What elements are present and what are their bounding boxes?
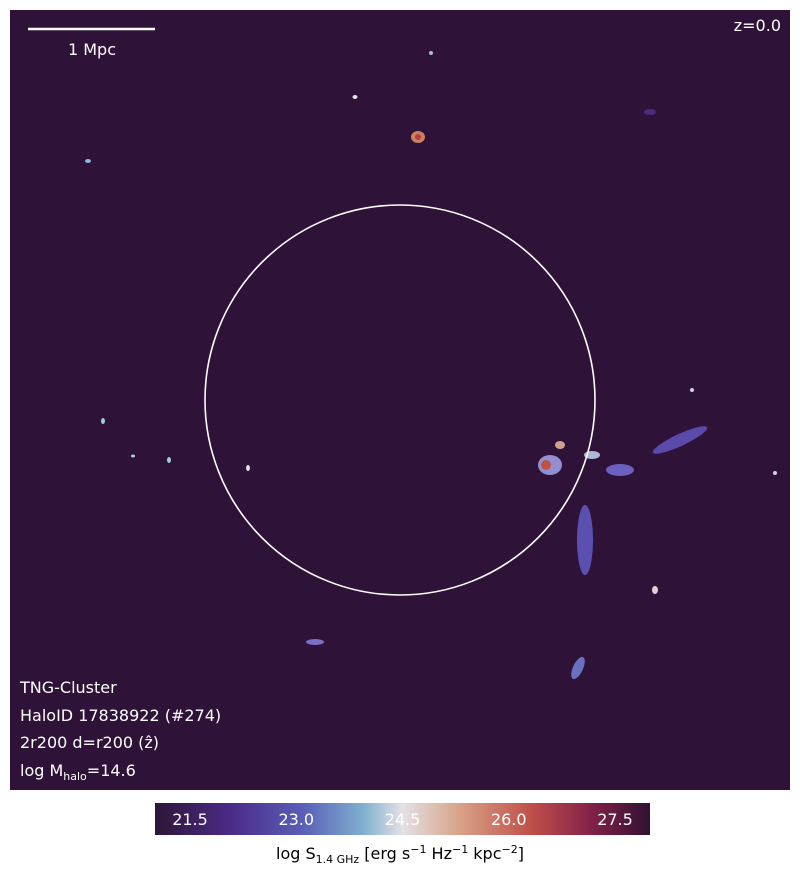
- colorbar-tick-label: 26.0: [491, 810, 527, 829]
- info-line: 2r200 d=r200 (ẑ): [20, 733, 159, 752]
- map-background: [10, 10, 790, 790]
- superscript: −2: [502, 843, 518, 856]
- scale-bar-label: 1 Mpc: [68, 40, 116, 59]
- emission-blobs: [85, 51, 777, 680]
- info-line: TNG-Cluster: [19, 678, 117, 697]
- colorbar-tick-label: 27.5: [597, 810, 633, 829]
- r200-circle: [204, 204, 596, 596]
- info-line: HaloID 17838922 (#274): [20, 706, 221, 725]
- colorbar-tick-label: 21.5: [172, 810, 208, 829]
- text: Hz: [426, 844, 452, 863]
- text: ]: [518, 844, 524, 863]
- subscript: halo: [63, 770, 87, 783]
- superscript: −1: [452, 843, 468, 856]
- colorbar-tick-label: 23.0: [278, 810, 314, 829]
- colorbar-tick-label: 24.5: [385, 810, 421, 829]
- colorbar-label: log S1.4 GHz [erg s−1 Hz−1 kpc−2]: [276, 843, 524, 866]
- text: kpc: [468, 844, 501, 863]
- text: log M: [20, 761, 63, 780]
- colorbar: [155, 803, 650, 835]
- text: log S: [276, 844, 316, 863]
- text: =14.6: [87, 761, 136, 780]
- info-line: log Mhalo=14.6: [20, 761, 136, 783]
- colorbar-ticks: 21.5 23.0 24.5 26.0 27.5: [172, 810, 633, 829]
- subscript: 1.4 GHz: [316, 853, 360, 866]
- superscript: −1: [410, 843, 426, 856]
- text: [erg s: [359, 844, 410, 863]
- redshift: z=0.0: [734, 16, 781, 35]
